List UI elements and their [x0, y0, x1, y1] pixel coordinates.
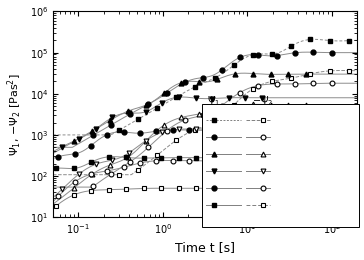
Text: Wi=0.14: Wi=0.14: [287, 116, 326, 125]
Text: 1.4: 1.4: [287, 150, 301, 159]
Y-axis label: $\Psi_1$, $-\Psi_2$ [Pas$^2$]: $\Psi_1$, $-\Psi_2$ [Pas$^2$]: [5, 73, 24, 156]
Text: 14: 14: [287, 183, 298, 192]
Text: $-\Psi_2$: $-\Psi_2$: [252, 94, 273, 108]
Text: 4.2: 4.2: [287, 166, 301, 176]
X-axis label: Time t [s]: Time t [s]: [175, 242, 235, 255]
Text: 0.42: 0.42: [287, 133, 307, 142]
Text: 42: 42: [287, 200, 298, 209]
Text: $\Psi_1$: $\Psi_1$: [207, 94, 221, 108]
FancyBboxPatch shape: [202, 104, 359, 227]
